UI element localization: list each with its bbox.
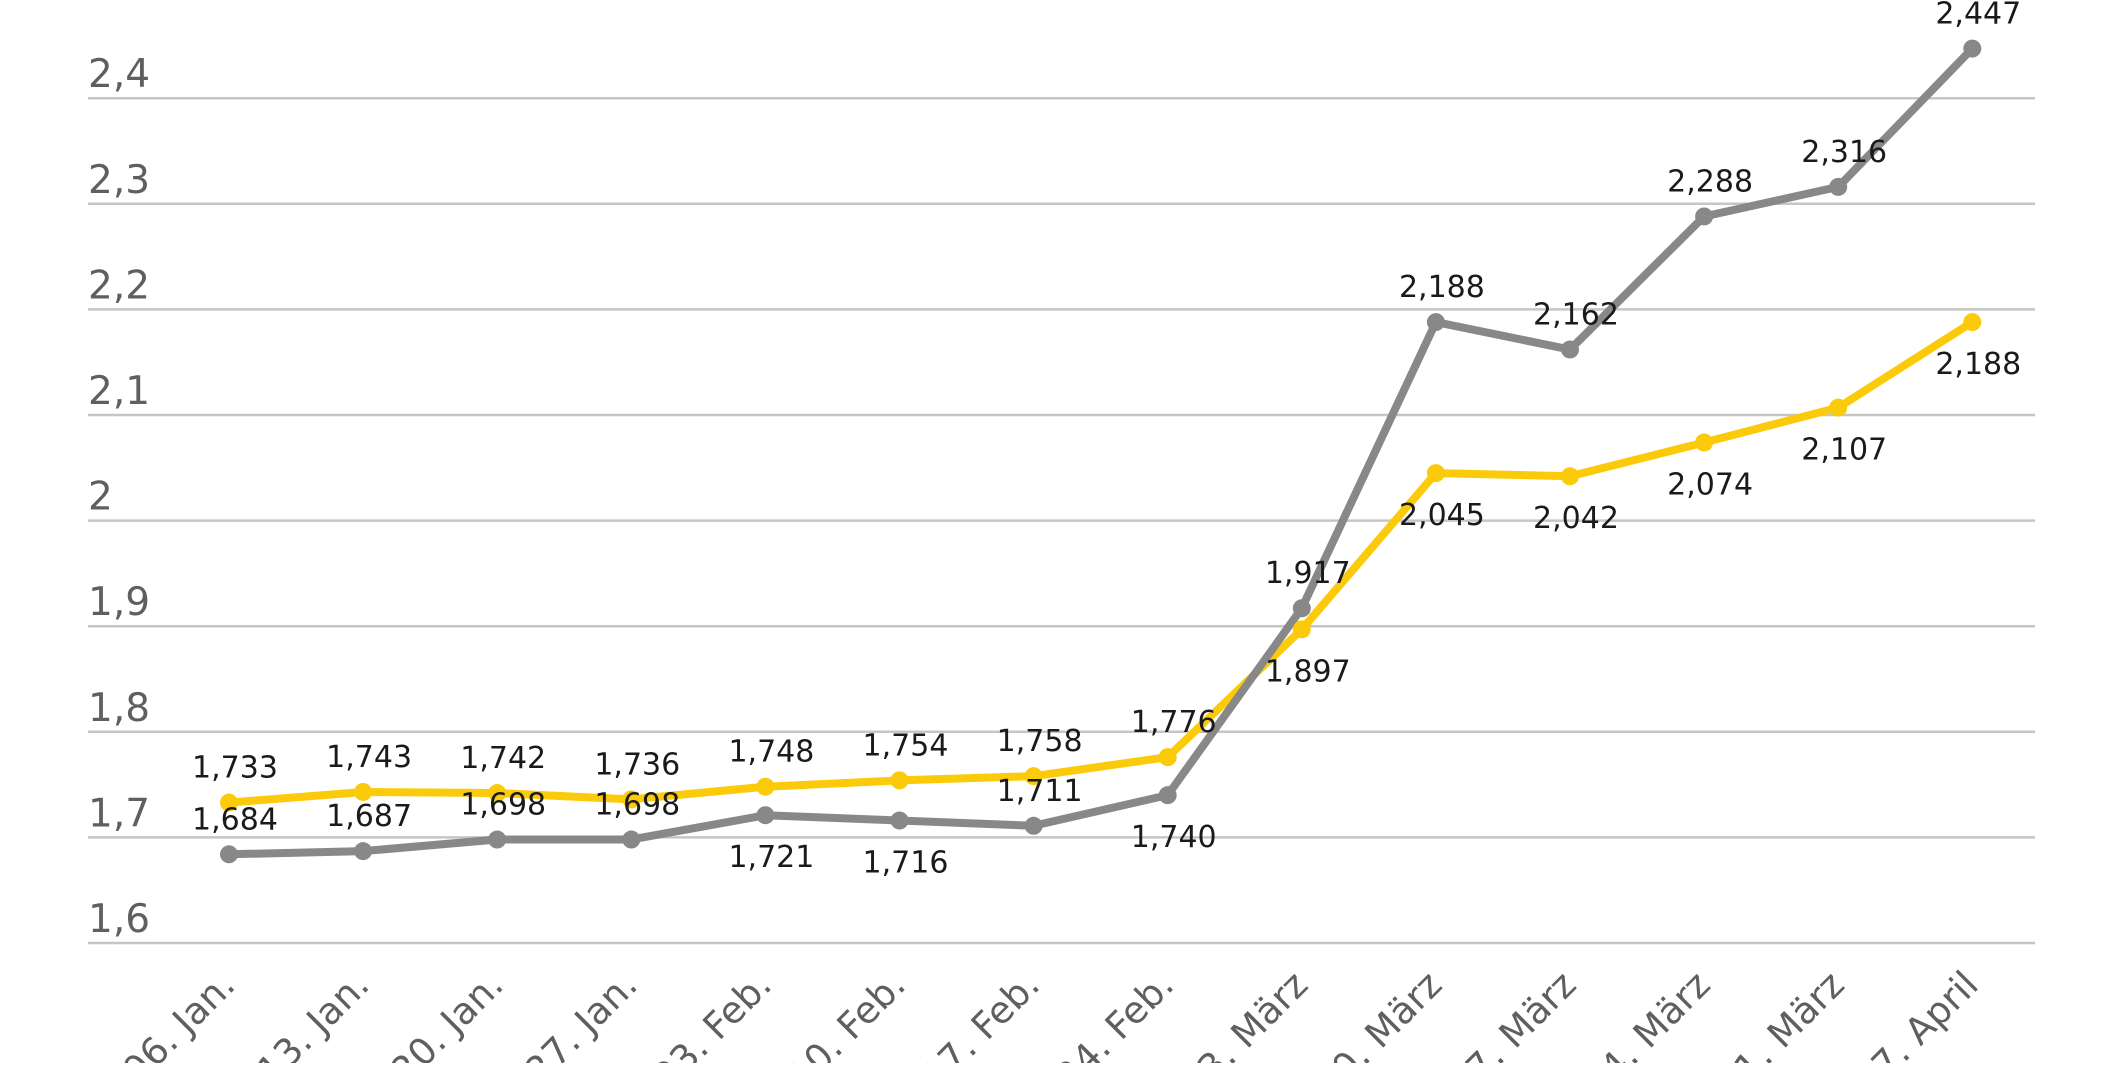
data-point xyxy=(220,793,238,812)
data-point xyxy=(488,784,507,803)
data-point xyxy=(1963,313,1982,332)
series-points xyxy=(220,39,1982,864)
data-point xyxy=(890,771,909,790)
data-label: 1,917 xyxy=(1265,556,1351,591)
data-point xyxy=(1829,398,1848,417)
data-label: 2,288 xyxy=(1667,164,1753,199)
data-label: 2,107 xyxy=(1801,433,1887,468)
data-point xyxy=(1158,786,1177,805)
data-label: 1,698 xyxy=(460,788,546,823)
data-label: 1,684 xyxy=(192,802,278,837)
data-point xyxy=(1292,599,1311,618)
series-line xyxy=(225,44,1977,859)
data-label: 1,698 xyxy=(594,788,680,823)
data-label: 1,776 xyxy=(1131,705,1217,740)
x-axis-ticks: 06. Jan. 13. Jan. 20. Jan. 27. Jan. 03. Feb.… xyxy=(114,963,1987,1068)
x-tick-label: 10. Feb. xyxy=(779,963,914,1063)
x-tick-label: 24. Feb. xyxy=(1047,963,1182,1063)
data-label: 2,188 xyxy=(1935,347,2021,382)
data-point xyxy=(1426,464,1445,483)
data-label: 1,748 xyxy=(728,735,814,770)
y-tick-label: 2,4 xyxy=(88,52,150,97)
data-point xyxy=(890,811,909,830)
x-tick-label: 20. Jan. xyxy=(383,963,512,1063)
data-label: 1,716 xyxy=(863,846,949,881)
y-tick-label: 2 xyxy=(88,475,113,520)
data-label: 2,162 xyxy=(1533,298,1619,333)
x-tick-label: 17. Feb. xyxy=(913,963,1048,1063)
y-tick-label: 2,2 xyxy=(88,263,150,308)
x-tick-label: 03. März xyxy=(1173,963,1316,1063)
data-point xyxy=(354,842,373,861)
data-point xyxy=(354,782,373,801)
data-label: 2,042 xyxy=(1533,501,1619,536)
y-tick-label: 1,6 xyxy=(88,897,150,942)
x-tick-label: 06. Jan. xyxy=(114,963,243,1063)
data-label: 1,711 xyxy=(997,774,1083,809)
y-tick-label: 2,1 xyxy=(88,369,150,414)
x-tick-label: 13. Jan. xyxy=(248,963,377,1063)
data-point xyxy=(1561,340,1579,359)
data-point xyxy=(756,806,775,825)
y-tick-label: 2,3 xyxy=(88,158,150,203)
x-tick-label: 03. Feb. xyxy=(645,963,780,1063)
data-point xyxy=(1426,313,1445,332)
data-label: 2,188 xyxy=(1399,270,1485,305)
x-tick-label: 24. März xyxy=(1575,963,1718,1063)
x-tick-label: 27. Jan. xyxy=(517,963,646,1063)
data-labels: 1,733 1,743 1,742 1,736 1,748 1,754 1,758 1,776… xyxy=(192,0,2021,881)
data-point xyxy=(756,777,775,796)
data-label: 2,045 xyxy=(1399,498,1485,533)
y-tick-label: 1,9 xyxy=(88,580,150,625)
data-point xyxy=(1695,433,1714,452)
data-label: 1,758 xyxy=(997,724,1083,759)
data-point xyxy=(220,845,238,864)
data-point xyxy=(1292,620,1311,639)
data-point xyxy=(622,830,641,849)
data-label: 1,754 xyxy=(863,728,949,763)
y-axis-ticks: 1,6 1,7 1,8 1,9 2 2,1 2,2 2,3 2,4 xyxy=(88,52,150,942)
data-label: 2,447 xyxy=(1935,0,2021,32)
x-tick-label: 17. März xyxy=(1441,963,1584,1063)
data-point xyxy=(622,790,641,809)
x-tick-label: 10. März xyxy=(1307,963,1450,1063)
x-tick-label: 31. März xyxy=(1709,963,1852,1063)
data-label: 2,074 xyxy=(1667,467,1753,502)
data-label: 1,897 xyxy=(1265,654,1351,689)
y-tick-label: 1,8 xyxy=(88,686,150,731)
data-point xyxy=(1024,816,1043,835)
y-tick-label: 1,7 xyxy=(88,791,150,836)
data-label: 1,742 xyxy=(460,741,546,776)
series-lines xyxy=(225,44,1977,859)
data-point xyxy=(1024,767,1043,786)
data-label: 2,316 xyxy=(1801,135,1887,170)
data-point xyxy=(1695,207,1714,226)
data-label: 1,733 xyxy=(192,751,278,786)
data-label: 1,736 xyxy=(594,747,680,782)
x-tick-label: 07. April xyxy=(1847,963,1987,1063)
data-label: 1,743 xyxy=(326,740,412,775)
data-point xyxy=(488,830,507,849)
data-point xyxy=(1829,177,1848,196)
data-point xyxy=(1963,39,1982,58)
data-point xyxy=(1561,467,1579,486)
series-line xyxy=(225,318,1977,807)
data-label: 1,740 xyxy=(1131,820,1217,855)
gridlines xyxy=(88,96,2035,945)
data-label: 1,687 xyxy=(326,799,412,834)
data-point xyxy=(1158,748,1177,767)
data-label: 1,721 xyxy=(728,840,814,875)
